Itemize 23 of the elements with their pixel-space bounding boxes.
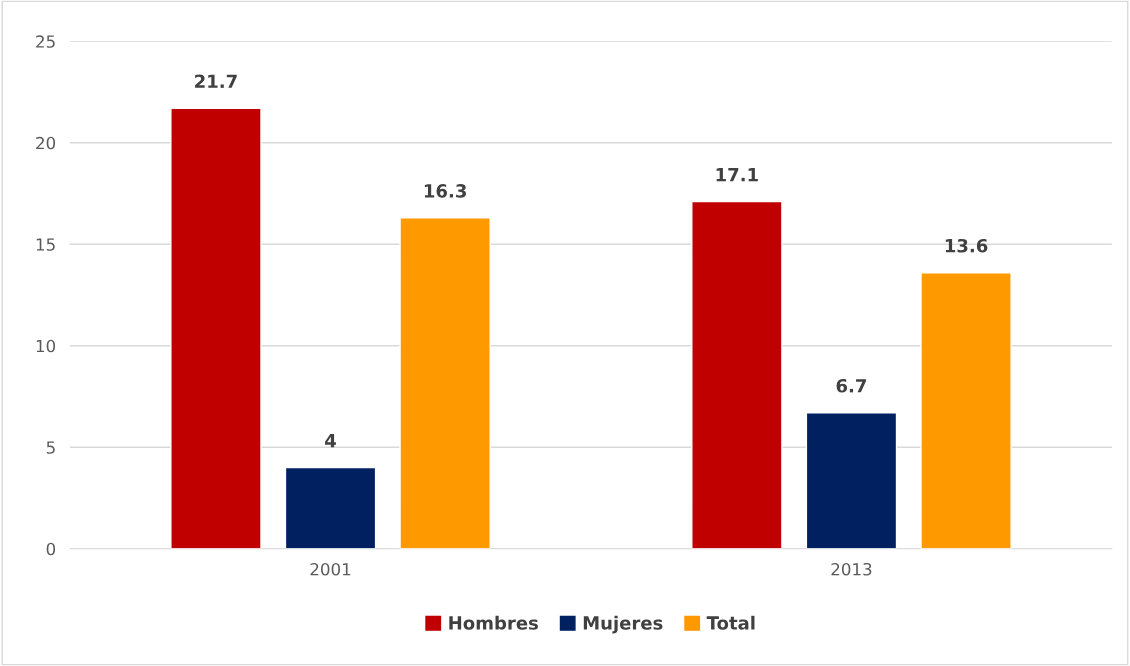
data-label: 13.6 (945, 238, 988, 253)
y-tick-label: 20 (36, 136, 56, 150)
data-label: 4 (325, 434, 336, 448)
y-tick-label: 0 (46, 542, 56, 556)
bar (170, 107, 262, 549)
legend-label: Mujeres (583, 615, 663, 634)
data-label: 21.7 (195, 74, 237, 88)
x-tick-label: 2001 (310, 562, 351, 576)
y-tick-label: 5 (46, 441, 55, 454)
legend-label: Hombres (449, 615, 538, 630)
y-tick-label: 25 (36, 35, 55, 48)
bar (920, 272, 1012, 549)
bar (691, 200, 783, 549)
x-tick-label: 2013 (831, 562, 872, 576)
data-label: 16.3 (424, 184, 466, 198)
legend-label: Total (706, 615, 755, 630)
bar (284, 466, 377, 549)
bar (399, 217, 491, 549)
y-tick-label: 15 (36, 238, 55, 251)
y-tick-label: 10 (36, 339, 56, 353)
bar (805, 412, 898, 549)
data-label: 6.7 (836, 378, 867, 393)
data-label: 17.1 (716, 168, 758, 182)
